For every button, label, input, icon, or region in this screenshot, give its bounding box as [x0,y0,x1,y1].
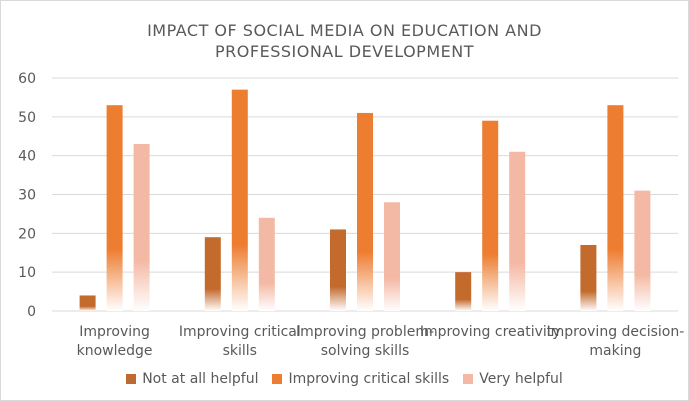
category-label: Improving critical [179,324,301,340]
y-tick-label: 60 [18,71,36,87]
legend-label-not-at-all-helpful: Not at all helpful [142,371,259,387]
legend-item-very-helpful: Very helpful [463,371,563,387]
chart-title-line-1: IMPACT OF SOCIAL MEDIA ON EDUCATION AND [147,21,542,40]
legend-label-improving-critical-skills: Improving critical skills [288,371,450,387]
y-tick-label: 10 [18,265,36,281]
category-label: Improving [79,324,150,340]
category-label: skills [223,343,257,359]
y-tick-label: 40 [18,149,36,165]
chart-title-line-2: PROFESSIONAL DEVELOPMENT [215,42,474,61]
chart-title: IMPACT OF SOCIAL MEDIA ON EDUCATION AND … [0,20,689,62]
bar-improving-critical-skills [357,112,373,311]
bar-very-helpful [384,202,400,311]
legend-swatch-not-at-all-helpful [126,374,137,384]
legend-swatch-improving-critical-skills [272,374,283,384]
category-label: Improving problem- [296,324,434,340]
bar-improving-critical-skills [231,89,248,312]
y-tick-label: 20 [18,226,36,242]
bar-not-at-all-helpful [580,244,597,311]
y-tick-label: 50 [18,110,36,126]
bar-very-helpful [509,151,526,311]
bar-improving-critical-skills [106,105,123,311]
y-tick-label: 30 [18,188,36,204]
category-label: making [589,343,641,359]
bar-improving-critical-skills [607,105,624,311]
y-tick-label: 0 [27,304,36,320]
bar-not-at-all-helpful [79,295,96,311]
bar-not-at-all-helpful [204,237,221,311]
category-label: knowledge [77,343,153,359]
bar-not-at-all-helpful [455,272,472,311]
legend-label-very-helpful: Very helpful [479,371,563,387]
bar-not-at-all-helpful [330,229,346,311]
bar-very-helpful [258,217,275,311]
category-label: solving skills [321,343,410,359]
chart-legend: Not at all helpful Improving critical sk… [0,371,689,387]
bar-improving-critical-skills [482,120,499,311]
bar-very-helpful [634,190,651,311]
legend-item-not-at-all-helpful: Not at all helpful [126,371,258,387]
legend-item-improving-critical-skills: Improving critical skills [272,371,449,387]
bar-very-helpful [133,144,150,311]
category-label: Improving decision- [546,324,684,340]
category-label: Improving creativity [420,324,561,340]
legend-swatch-very-helpful [463,374,474,384]
